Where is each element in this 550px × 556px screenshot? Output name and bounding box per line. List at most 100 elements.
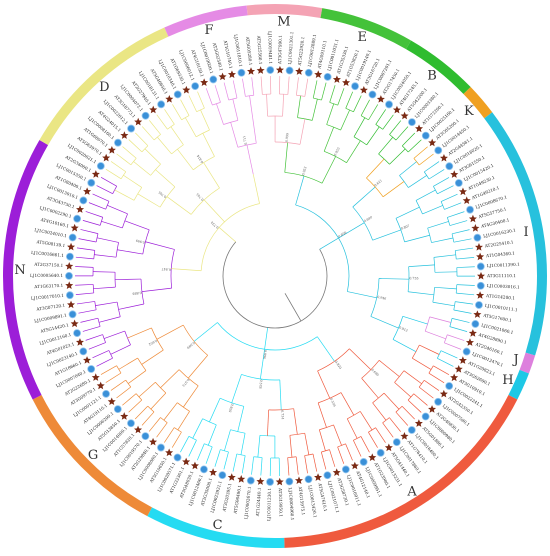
leaf-circle-marker bbox=[128, 125, 135, 132]
branch-radial bbox=[193, 419, 203, 439]
branch-radial bbox=[242, 79, 245, 97]
branch-radial bbox=[117, 250, 143, 254]
leaf-star-marker bbox=[108, 146, 116, 154]
branch-radial bbox=[437, 186, 453, 194]
branch-radial bbox=[97, 238, 119, 243]
group-ring-segment bbox=[520, 353, 536, 374]
leaf-label: AT2G25410.1 bbox=[484, 239, 515, 248]
bootstrap-value: 0.999 bbox=[186, 341, 196, 350]
leaf-star-marker bbox=[276, 66, 284, 74]
branch-radial bbox=[444, 203, 461, 210]
branch-radial bbox=[457, 285, 475, 286]
branch-radial bbox=[86, 211, 103, 217]
leaf-star-marker bbox=[191, 462, 199, 470]
leaf-star-marker bbox=[120, 131, 128, 139]
branch-radial bbox=[402, 406, 415, 419]
branch-radial bbox=[393, 339, 416, 351]
branch-radial bbox=[450, 327, 467, 332]
branch-radial bbox=[419, 345, 439, 354]
branch-radial bbox=[134, 162, 151, 176]
group-letter-label: N bbox=[14, 263, 25, 278]
branch-radial bbox=[189, 95, 197, 111]
branch-radial bbox=[157, 115, 168, 130]
branch-radial bbox=[149, 417, 160, 431]
bootstrap-value: 0.745 bbox=[195, 192, 204, 201]
branch-radial bbox=[83, 326, 100, 331]
branch-radial bbox=[247, 145, 253, 174]
branch-radial bbox=[441, 351, 457, 358]
branch-radial bbox=[338, 447, 344, 464]
leaf-star-marker bbox=[92, 170, 100, 178]
leaf-label: AT5G22920.1 bbox=[297, 36, 306, 67]
group-letter-label: J bbox=[511, 353, 518, 368]
branch-radial bbox=[252, 77, 254, 95]
branch-radial bbox=[76, 293, 94, 295]
leaf-circle-marker bbox=[467, 206, 474, 213]
branch-radial bbox=[441, 194, 457, 201]
leaf-circle-marker bbox=[69, 234, 76, 241]
branch-radial bbox=[172, 104, 181, 119]
branch-radial bbox=[368, 432, 377, 447]
root-branch bbox=[285, 293, 301, 321]
leaf-label: LJ1C0011390.1 bbox=[487, 262, 521, 269]
branch-radial bbox=[447, 212, 464, 218]
leaf-star-marker bbox=[228, 70, 236, 78]
leaf-label: AT3G47990.1 bbox=[277, 35, 283, 65]
branch-radial bbox=[188, 355, 207, 378]
branch-radial bbox=[97, 186, 113, 194]
branch-radial bbox=[142, 288, 172, 291]
branch-radial bbox=[429, 169, 444, 179]
leaf-star-marker bbox=[377, 95, 385, 103]
branch-radial bbox=[101, 221, 122, 228]
branch-radial bbox=[79, 239, 97, 242]
branch-radial bbox=[347, 419, 357, 439]
leaf-circle-marker bbox=[80, 348, 87, 355]
leaf-circle-marker bbox=[305, 476, 312, 483]
branch-radial bbox=[78, 310, 96, 313]
branch-radial bbox=[135, 133, 148, 146]
leaf-label: AT5G08139.1 bbox=[35, 239, 66, 248]
branch-radial bbox=[104, 331, 125, 339]
branch-radial bbox=[99, 317, 120, 323]
leaf-label: LJ1C0009891.1 bbox=[34, 312, 68, 323]
leaf-star-marker bbox=[134, 118, 142, 126]
branch-radial bbox=[135, 406, 148, 419]
leaf-circle-marker bbox=[324, 472, 331, 479]
leaf-label: AT3G19950.1 bbox=[278, 487, 284, 517]
root-arc bbox=[223, 242, 327, 328]
leaf-star-marker bbox=[469, 215, 477, 223]
branch-radial bbox=[115, 190, 134, 200]
branch-radial bbox=[379, 137, 393, 154]
branch-radial bbox=[312, 99, 317, 120]
branch-radial bbox=[290, 435, 292, 457]
leaf-circle-marker bbox=[422, 132, 429, 139]
branch-radial bbox=[327, 104, 334, 125]
leaf-circle-marker bbox=[192, 83, 199, 90]
branch-radial bbox=[379, 278, 409, 279]
leaf-label: AT1G14200.1 bbox=[485, 293, 516, 301]
bootstrap-value: 0.656 bbox=[337, 231, 347, 239]
leaf-star-marker bbox=[120, 412, 128, 420]
branch-radial bbox=[404, 371, 422, 384]
leaf-circle-marker bbox=[69, 311, 76, 318]
branch-radial bbox=[341, 110, 350, 130]
leaf-star-marker bbox=[108, 397, 116, 405]
branch-radial bbox=[366, 159, 384, 178]
leaf-star-marker bbox=[149, 106, 157, 114]
leaf-label: AT1G24440.1 bbox=[255, 487, 262, 518]
leaf-circle-marker bbox=[369, 91, 376, 98]
branch-radial bbox=[145, 149, 161, 164]
leaf-star-marker bbox=[466, 338, 474, 346]
branch-radial bbox=[321, 452, 326, 469]
bootstrap-value: 0.946 bbox=[377, 295, 387, 301]
branch-radial bbox=[408, 140, 421, 152]
leaf-circle-marker bbox=[286, 67, 293, 74]
branch-radial bbox=[376, 428, 386, 443]
branch-radial bbox=[296, 176, 304, 205]
leaf-star-marker bbox=[102, 154, 110, 162]
leaf-circle-marker bbox=[66, 253, 73, 260]
branch-radial bbox=[296, 457, 298, 475]
branch-radial bbox=[428, 221, 449, 228]
branch-radial bbox=[253, 118, 257, 144]
